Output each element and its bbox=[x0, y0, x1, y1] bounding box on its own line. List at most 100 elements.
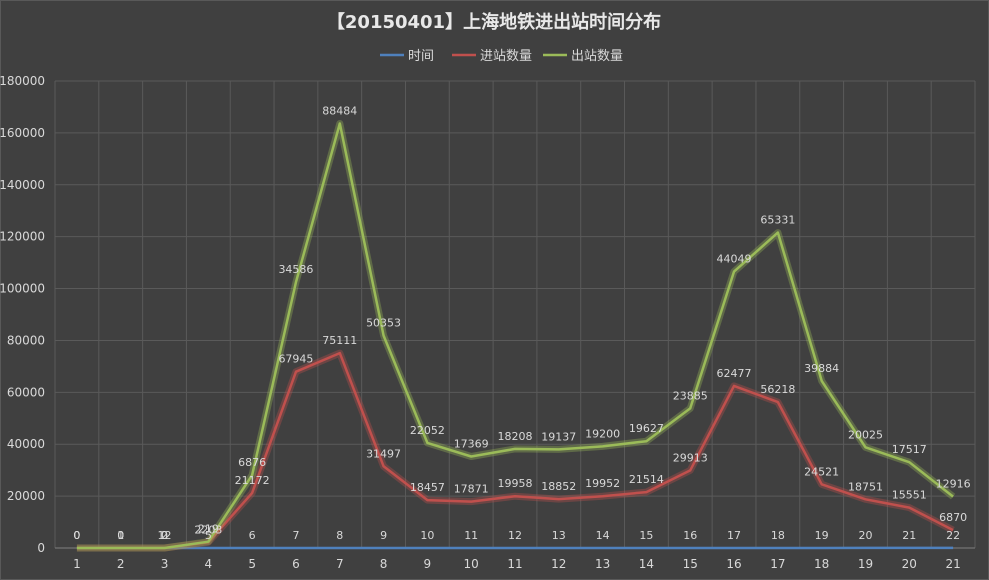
data-label-s1: 5 bbox=[205, 529, 212, 542]
x-tick-label: 7 bbox=[336, 557, 344, 571]
data-label-s2: 2203 bbox=[194, 523, 222, 536]
x-tick-label: 6 bbox=[292, 557, 300, 571]
data-label-s2: 67945 bbox=[278, 353, 313, 366]
data-label-s2: 75111 bbox=[322, 334, 357, 347]
x-tick-label: 15 bbox=[683, 557, 698, 571]
data-label-s1: 13 bbox=[552, 529, 566, 542]
data-label-s3: 0 bbox=[161, 529, 168, 542]
data-label-s3: 18208 bbox=[498, 430, 533, 443]
data-label-s3: 0 bbox=[117, 529, 124, 542]
x-tick-label: 17 bbox=[770, 557, 785, 571]
data-label-s1: 16 bbox=[683, 529, 697, 542]
data-label-s1: 9 bbox=[380, 529, 387, 542]
data-label-s1: 22 bbox=[946, 529, 960, 542]
data-label-s3: 39884 bbox=[804, 362, 839, 375]
y-tick-label: 40000 bbox=[7, 437, 45, 451]
data-label-s3: 44049 bbox=[717, 253, 752, 266]
y-tick-label: 0 bbox=[37, 541, 45, 555]
x-tick-label: 19 bbox=[858, 557, 873, 571]
data-label-s3: 6876 bbox=[238, 456, 266, 469]
x-tick-label: 4 bbox=[205, 557, 213, 571]
data-label-s2: 18751 bbox=[848, 480, 883, 493]
x-tick-label: 9 bbox=[424, 557, 432, 571]
chart-title: 【20150401】上海地铁进出站时间分布 bbox=[327, 11, 661, 33]
x-tick-label: 10 bbox=[464, 557, 479, 571]
data-label-s2: 31497 bbox=[366, 447, 401, 460]
data-label-s2: 15551 bbox=[892, 489, 927, 502]
data-label-s3: 219 bbox=[198, 523, 219, 536]
data-label-s1: 20 bbox=[858, 529, 872, 542]
data-label-s1: 21 bbox=[902, 529, 916, 542]
data-label-s3: 19137 bbox=[541, 430, 576, 443]
x-tick-label: 13 bbox=[595, 557, 610, 571]
data-label-s2: 18457 bbox=[410, 481, 445, 494]
y-tick-label: 140000 bbox=[0, 178, 45, 192]
data-label-s1: 14 bbox=[596, 529, 610, 542]
data-label-s2: 17871 bbox=[454, 483, 489, 496]
legend-entry-2[interactable]: 进站数量 bbox=[480, 49, 532, 64]
legend-entry-3[interactable]: 出站数量 bbox=[571, 49, 623, 64]
series-lines bbox=[76, 120, 956, 552]
data-label-s1: 15 bbox=[639, 529, 653, 542]
data-label-s2: 21172 bbox=[235, 474, 270, 487]
y-tick-label: 180000 bbox=[0, 74, 45, 88]
legend[interactable]: 时间 进站数量 出站数量 bbox=[380, 49, 623, 64]
x-tick-label: 8 bbox=[380, 557, 388, 571]
x-tick-label: 1 bbox=[73, 557, 81, 571]
data-label-s1: 6 bbox=[249, 529, 256, 542]
data-label-s2: 6870 bbox=[939, 511, 967, 524]
data-labels: 0 1 2 5 6 7 8 9 10 11 12 13 14 15 16 17 18 19 20 21 220 0 12 22… bbox=[73, 105, 970, 542]
data-label-s3: 88484 bbox=[322, 105, 357, 118]
x-tick-label: 12 bbox=[551, 557, 566, 571]
data-label-s1: 11 bbox=[464, 529, 478, 542]
data-label-s1: 2 bbox=[161, 529, 168, 542]
y-tick-label: 60000 bbox=[7, 385, 45, 399]
data-label-s1: 12 bbox=[508, 529, 522, 542]
data-label-s1: 8 bbox=[336, 529, 343, 542]
data-label-s1: 7 bbox=[292, 529, 299, 542]
x-tick-label: 11 bbox=[507, 557, 522, 571]
data-label-s3: 17517 bbox=[892, 443, 927, 456]
data-label-s3: 34586 bbox=[278, 263, 313, 276]
x-tick-label: 16 bbox=[726, 557, 741, 571]
data-label-s2: 56218 bbox=[760, 383, 795, 396]
x-tick-label: 5 bbox=[248, 557, 256, 571]
data-label-s3: 50353 bbox=[366, 317, 401, 330]
y-tick-label: 160000 bbox=[0, 126, 45, 140]
data-label-s1: 1 bbox=[117, 529, 124, 542]
data-label-s3: 0 bbox=[73, 529, 80, 542]
data-label-s3: 17369 bbox=[454, 438, 489, 451]
data-label-s2: 0 bbox=[117, 529, 124, 542]
x-tick-label: 18 bbox=[814, 557, 829, 571]
data-label-s1: 17 bbox=[727, 529, 741, 542]
data-label-s2: 29913 bbox=[673, 451, 708, 464]
data-label-s2: 12 bbox=[158, 529, 172, 542]
x-tick-label: 2 bbox=[117, 557, 125, 571]
data-label-s2: 21514 bbox=[629, 473, 664, 486]
data-label-s1: 10 bbox=[420, 529, 434, 542]
data-label-s3: 65331 bbox=[760, 214, 795, 227]
x-tick-label: 21 bbox=[945, 557, 960, 571]
data-label-s3: 20025 bbox=[848, 428, 883, 441]
data-label-s2: 18852 bbox=[541, 480, 576, 493]
gridlines bbox=[54, 80, 976, 548]
x-tick-label: 20 bbox=[902, 557, 917, 571]
legend-entry-1[interactable]: 时间 bbox=[408, 49, 434, 64]
series-line-2 bbox=[76, 351, 954, 550]
data-label-s3: 19627 bbox=[629, 422, 664, 435]
data-label-s1: 18 bbox=[771, 529, 785, 542]
axes: 0200004000060000800001000001200001400001… bbox=[0, 74, 975, 571]
y-tick-label: 80000 bbox=[7, 333, 45, 347]
data-label-s2: 62477 bbox=[717, 367, 752, 380]
data-label-s1: 19 bbox=[815, 529, 829, 542]
y-tick-label: 20000 bbox=[7, 489, 45, 503]
y-tick-label: 100000 bbox=[0, 282, 45, 296]
x-tick-label: 14 bbox=[639, 557, 654, 571]
data-label-s3: 22052 bbox=[410, 424, 445, 437]
data-label-s3: 12916 bbox=[936, 478, 971, 491]
series-line-3 bbox=[76, 122, 954, 550]
data-label-s3: 23885 bbox=[673, 389, 708, 402]
data-label-s2: 0 bbox=[73, 529, 80, 542]
